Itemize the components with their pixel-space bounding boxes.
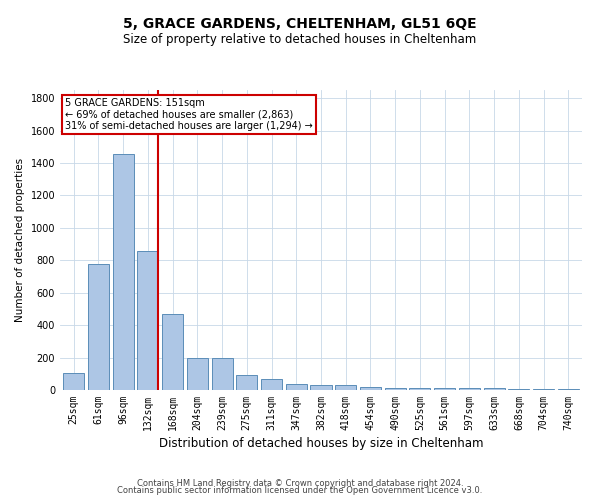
- Text: Contains public sector information licensed under the Open Government Licence v3: Contains public sector information licen…: [118, 486, 482, 495]
- Text: Size of property relative to detached houses in Cheltenham: Size of property relative to detached ho…: [124, 32, 476, 46]
- Bar: [137, 250, 158, 390]
- Bar: [113, 154, 134, 390]
- Bar: [533, 389, 554, 390]
- Bar: [236, 374, 257, 390]
- Bar: [459, 388, 480, 390]
- Y-axis label: Number of detached properties: Number of detached properties: [15, 158, 25, 322]
- Bar: [484, 388, 505, 390]
- Bar: [508, 389, 529, 390]
- Bar: [360, 387, 381, 390]
- Bar: [286, 384, 307, 390]
- Text: 5 GRACE GARDENS: 151sqm
← 69% of detached houses are smaller (2,863)
31% of semi: 5 GRACE GARDENS: 151sqm ← 69% of detache…: [65, 98, 313, 130]
- Bar: [162, 314, 183, 390]
- Bar: [63, 373, 84, 390]
- Bar: [88, 264, 109, 390]
- Bar: [434, 388, 455, 390]
- Bar: [212, 358, 233, 390]
- Bar: [261, 380, 282, 390]
- Bar: [335, 385, 356, 390]
- Bar: [310, 385, 332, 390]
- Text: 5, GRACE GARDENS, CHELTENHAM, GL51 6QE: 5, GRACE GARDENS, CHELTENHAM, GL51 6QE: [123, 18, 477, 32]
- X-axis label: Distribution of detached houses by size in Cheltenham: Distribution of detached houses by size …: [159, 437, 483, 450]
- Bar: [409, 388, 430, 390]
- Text: Contains HM Land Registry data © Crown copyright and database right 2024.: Contains HM Land Registry data © Crown c…: [137, 478, 463, 488]
- Bar: [187, 358, 208, 390]
- Bar: [385, 388, 406, 390]
- Bar: [558, 389, 579, 390]
